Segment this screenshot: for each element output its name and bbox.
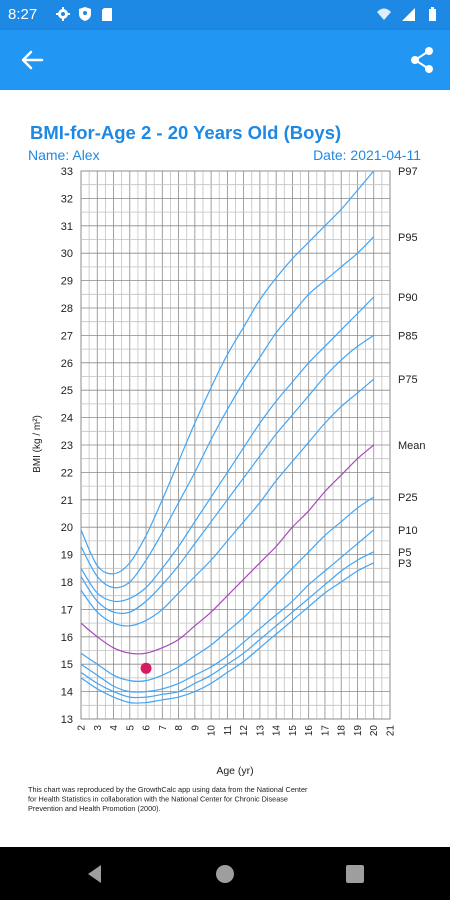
chart-footnote: This chart was reproduced by the GrowthC… — [28, 785, 308, 813]
x-tick-label: 18 — [337, 725, 348, 737]
series-label-p3: P3 — [398, 558, 411, 570]
status-icons-left — [55, 6, 115, 22]
status-icons-right — [376, 6, 440, 22]
x-tick-label: 13 — [255, 725, 266, 737]
x-tick-label: 12 — [239, 725, 250, 737]
y-axis-label: BMI (kg / m²) — [32, 415, 43, 473]
status-bar: 8:27 — [0, 0, 450, 30]
y-tick-label: 25 — [61, 385, 73, 397]
x-tick-label: 14 — [272, 725, 283, 737]
bmi-chart: BMI-for-Age 2 - 20 Years Old (Boys) Name… — [28, 122, 426, 813]
wifi-icon — [377, 8, 391, 20]
app-bar — [0, 30, 450, 90]
x-tick-label: 21 — [386, 725, 397, 737]
x-tick-label: 6 — [142, 725, 153, 731]
y-tick-label: 19 — [61, 550, 73, 562]
series-line-p97 — [80, 170, 375, 575]
nav-home-icon[interactable] — [212, 861, 238, 887]
x-tick-label: 10 — [207, 725, 218, 737]
series-line-p3 — [80, 562, 374, 704]
arrow-back-icon[interactable] — [14, 44, 50, 76]
x-tick-label: 3 — [93, 725, 104, 731]
y-tick-label: 20 — [61, 522, 73, 534]
y-tick-label: 26 — [61, 358, 73, 370]
x-tick-label: 2 — [77, 725, 88, 731]
series-label-p25: P25 — [398, 492, 418, 504]
measurement-point — [140, 662, 152, 674]
series-label-p85: P85 — [398, 330, 418, 342]
series-line-p95 — [80, 236, 375, 589]
chart-date: Date: 2021-04-11 — [313, 147, 421, 163]
y-tick-label: 33 — [61, 166, 73, 178]
y-tick-label: 22 — [61, 467, 73, 479]
y-tick-label: 14 — [61, 687, 73, 699]
y-tick-label: 21 — [61, 495, 73, 507]
series-line-p85 — [80, 334, 375, 615]
series-line-mean — [80, 444, 375, 655]
chart-points — [140, 662, 152, 674]
signal-icon — [402, 8, 415, 21]
chart-grid — [80, 170, 391, 720]
sd-card-icon — [102, 8, 112, 21]
series-line-p5 — [80, 551, 374, 699]
chart-title: BMI-for-Age 2 - 20 Years Old (Boys) — [30, 122, 341, 143]
y-tick-label: 32 — [61, 193, 73, 205]
y-tick-label: 29 — [61, 276, 73, 288]
series-label-p10: P10 — [398, 525, 418, 537]
status-time: 8:27 — [8, 6, 38, 23]
y-tick-label: 18 — [61, 577, 73, 589]
x-tick-label: 16 — [304, 725, 315, 737]
series-label-p90: P90 — [398, 292, 418, 304]
x-tick-label: 11 — [223, 725, 234, 736]
series-label-p95: P95 — [398, 232, 418, 244]
system-nav-bar — [0, 847, 450, 900]
x-tick-label: 8 — [174, 725, 185, 731]
y-tick-label: 13 — [61, 714, 73, 726]
x-tick-label: 9 — [190, 725, 201, 731]
series-line-p25 — [80, 496, 375, 682]
x-tick-label: 17 — [320, 725, 331, 737]
x-axis-label: Age (yr) — [216, 765, 253, 777]
series-line-p90 — [80, 296, 375, 603]
y-tick-label: 16 — [61, 632, 73, 644]
x-tick-label: 19 — [353, 725, 364, 737]
battery-icon — [429, 7, 436, 21]
series-line-p10 — [80, 529, 375, 693]
series-label-mean: Mean — [398, 440, 426, 452]
share-icon[interactable] — [404, 42, 440, 78]
patient-name: Name: Alex — [28, 147, 100, 163]
y-tick-label: 23 — [61, 440, 73, 452]
x-tick-label: 20 — [369, 725, 380, 737]
series-label-p97: P97 — [398, 166, 418, 178]
y-tick-label: 24 — [61, 413, 73, 425]
gear-icon — [56, 7, 70, 21]
y-tick-label: 15 — [61, 659, 73, 671]
series-label-p5: P5 — [398, 547, 411, 559]
chart-series — [80, 170, 375, 704]
x-tick-label: 15 — [288, 725, 299, 737]
chart-axes: 1314151617181920212223242526272829303132… — [61, 166, 397, 736]
x-tick-label: 5 — [125, 725, 136, 731]
y-tick-label: 30 — [61, 248, 73, 260]
nav-back-icon[interactable] — [82, 861, 108, 887]
y-tick-label: 27 — [61, 330, 73, 342]
series-line-p75 — [80, 378, 375, 627]
y-tick-label: 28 — [61, 303, 73, 315]
x-tick-label: 7 — [158, 725, 169, 731]
y-tick-label: 31 — [61, 221, 73, 233]
chart-page: BMI-for-Age 2 - 20 Years Old (Boys) Name… — [0, 90, 450, 847]
shield-icon — [79, 7, 91, 21]
series-label-p75: P75 — [398, 374, 418, 386]
nav-recents-icon[interactable] — [342, 861, 368, 887]
y-tick-label: 17 — [61, 604, 73, 616]
x-tick-label: 4 — [109, 725, 120, 731]
